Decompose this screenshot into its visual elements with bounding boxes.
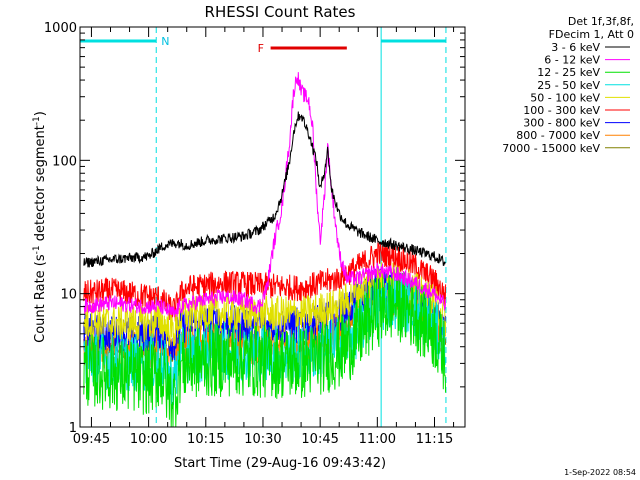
y-tick-label: 100 (52, 154, 77, 169)
series-line-5 (83, 241, 447, 322)
legend-label-5: 100 - 300 keV (523, 104, 600, 117)
timestamp: 1-Sep-2022 08:54 (564, 468, 636, 477)
legend-header-line-2: FDecim 1, Att 0 (549, 28, 634, 41)
x-tick-label: 10:30 (244, 432, 281, 447)
series-line-2 (83, 267, 447, 428)
legend-label-8: 7000 - 15000 keV (502, 142, 600, 155)
series-line-0 (83, 111, 446, 268)
plot-frame (79, 26, 466, 428)
night-label: N (161, 35, 169, 48)
x-tick-label: 10:15 (187, 432, 224, 447)
x-tick-label: 11:15 (416, 432, 453, 447)
legend: Det 1f,3f,8f, FDecim 1, Att 0 3 - 6 keV6… (502, 15, 634, 155)
legend-label-4: 50 - 100 keV (530, 91, 600, 104)
x-tick-label: 10:00 (130, 432, 167, 447)
y-axis-label: Count Rate (s-1 detector segment-1) (32, 111, 48, 343)
flare-label: F (258, 42, 264, 55)
legend-header-line-1: Det 1f,3f,8f, (568, 15, 634, 28)
legend-label-3: 25 - 50 keV (537, 79, 600, 92)
x-tick-label: 09:45 (73, 432, 110, 447)
y-tick-label: 10 (60, 288, 77, 303)
x-axis-label: Start Time (29-Aug-16 09:43:42) (174, 456, 386, 471)
y-tick-label: 1 (69, 421, 77, 436)
legend-label-2: 12 - 25 keV (537, 66, 600, 79)
chart-title: RHESSI Count Rates (205, 3, 356, 21)
legend-label-0: 3 - 6 keV (551, 41, 600, 54)
x-tick-label: 10:45 (301, 432, 338, 447)
legend-label-1: 6 - 12 keV (544, 54, 600, 67)
y-tick-label: 1000 (44, 21, 77, 36)
legend-label-6: 300 - 800 keV (523, 117, 600, 130)
legend-label-7: 800 - 7000 keV (516, 129, 600, 142)
series-line-1 (83, 72, 447, 318)
x-tick-label: 11:00 (359, 432, 396, 447)
